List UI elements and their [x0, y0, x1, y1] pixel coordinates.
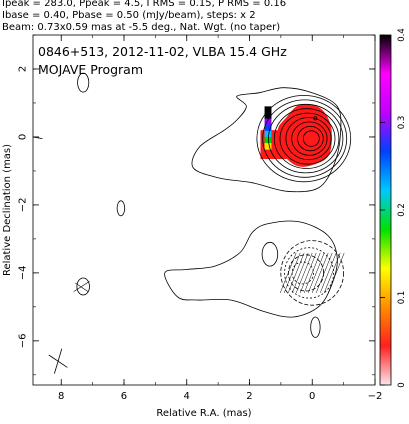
- x-axis-title: Relative R.A. (mas): [156, 408, 251, 419]
- noise-contour-4: [310, 316, 321, 338]
- colorbar-tick-label: 0.2: [397, 203, 407, 217]
- hatch-stroke: [319, 252, 337, 293]
- header-line-2: Ibase = 0.40, Pbase = 0.50 (mJy/beam), s…: [2, 10, 256, 21]
- colorbar-tick-label: 0.4: [397, 28, 407, 42]
- noise-hatch: [73, 281, 90, 292]
- contour-upper-level-8: [291, 121, 328, 156]
- contour-upper-level-4: [268, 103, 344, 174]
- x-tick-label: 6: [121, 391, 127, 402]
- contour-upper-level-9: [297, 126, 324, 152]
- hatch-stroke: [311, 252, 329, 293]
- contour-lower-level-2: [284, 247, 335, 299]
- polarization-pixel-7: [264, 143, 272, 150]
- hatch-stroke: [303, 252, 321, 293]
- polarization-pixel-1: [264, 106, 272, 113]
- polarization-pixel-2: [264, 112, 272, 120]
- header-line-1: Ipeak = 283.0, Ppeak = 4.5, I RMS = 0.15…: [2, 0, 287, 9]
- polarization-pixel-3: [264, 118, 272, 126]
- hatch-stroke: [291, 252, 309, 293]
- hatch-stroke: [323, 252, 341, 293]
- y-axis-title: Relative Declination (mas): [2, 144, 13, 276]
- noise-contour-1: [77, 72, 90, 93]
- hatch-stroke: [283, 252, 301, 293]
- x-tick-label: 0: [309, 391, 315, 402]
- polarization-pixel-5: [264, 130, 272, 138]
- contour-upper-level-3: [262, 99, 348, 178]
- x-tick-label: −2: [368, 391, 383, 402]
- x-tick-label: 4: [184, 391, 190, 402]
- contour-lower-level-3: [287, 254, 324, 292]
- hatch-stroke: [315, 252, 333, 293]
- hatch-stroke: [327, 252, 345, 293]
- beam-axis-major: [54, 348, 63, 374]
- polarization-pixel: [274, 148, 284, 158]
- colorbar-tick-label: 0.3: [397, 116, 407, 130]
- noise-contour-2: [116, 200, 126, 217]
- contour-upper-level-7: [285, 117, 332, 161]
- x-tick-label: 8: [58, 391, 64, 402]
- plot-frame: [32, 34, 376, 386]
- x-tick-label: 2: [246, 391, 252, 402]
- contour-upper-outer: [191, 87, 342, 193]
- contour-upper-level-5: [273, 108, 340, 169]
- hatch-stroke: [279, 252, 297, 293]
- noise-contour-5: [313, 116, 318, 121]
- y-tick-label: −4: [18, 265, 29, 280]
- contour-upper-level-2: [256, 95, 352, 183]
- hatch-stroke: [307, 252, 325, 293]
- contour-lower-level-1: [280, 240, 345, 306]
- colorbar-tick-label: 0: [397, 382, 407, 387]
- contour-upper-level-10: [302, 130, 320, 147]
- hatch-stroke: [295, 252, 313, 293]
- header-line-3: Beam: 0.73x0.59 mas at -5.5 deg., Nat. W…: [2, 22, 281, 33]
- contour-lower-blob: [261, 241, 279, 267]
- colorbar-tick-label: 0.1: [397, 291, 407, 305]
- y-tick-label: −6: [18, 333, 29, 348]
- chart-title: 0846+513, 2012-11-02, VLBA 15.4 GHz: [38, 44, 287, 59]
- y-tick-label: 2: [18, 66, 29, 72]
- polarization-pixel-6: [264, 136, 272, 144]
- contour-upper-level-6: [279, 112, 336, 165]
- chart-subtitle: MOJAVE Program: [38, 62, 143, 77]
- hatch-stroke: [287, 252, 305, 293]
- noise-hatch: [75, 282, 89, 292]
- contour-lower-outer: [164, 220, 338, 318]
- hatch-stroke: [299, 252, 317, 293]
- y-tick-label: 0: [18, 134, 29, 140]
- polarization-pixel-4: [264, 124, 272, 132]
- y-tick-label: −2: [18, 198, 29, 213]
- noise-contour-3: [76, 277, 90, 296]
